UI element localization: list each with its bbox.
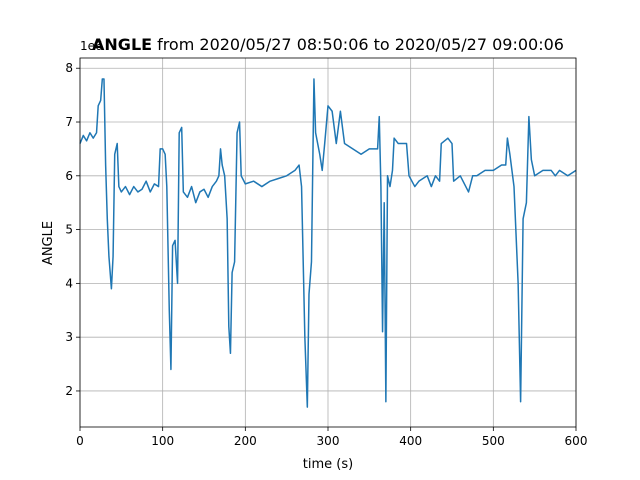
y-axis-label: ANGLE (41, 221, 56, 265)
x-tick-label: 400 (399, 434, 422, 448)
title-bold: ANGLE (92, 35, 152, 54)
title-rest: from 2020/05/27 08:50:06 to 2020/05/27 0… (157, 35, 564, 54)
axes-frame (79, 57, 577, 428)
y-tick-label: 6 (65, 169, 73, 183)
y-tick-label: 3 (65, 330, 73, 344)
x-tick-label: 300 (317, 434, 340, 448)
x-tick-label: 600 (565, 434, 588, 448)
x-tick-label: 500 (482, 434, 505, 448)
data-line (79, 78, 577, 408)
x-tick-label: 200 (234, 434, 257, 448)
chart-title: ANGLE from 2020/05/27 08:50:06 to 2020/05… (92, 35, 564, 54)
offset-text: 1e6 (80, 39, 103, 53)
x-tick-label: 100 (151, 434, 174, 448)
y-tick-label: 2 (65, 384, 73, 398)
y-tick-label: 8 (65, 61, 73, 75)
y-tick-label: 5 (65, 223, 73, 237)
y-tick-label: 7 (65, 115, 73, 129)
x-axis-label: time (s) (303, 457, 353, 472)
plot-area: 0 100 200 300 400 500 600 2 3 4 5 6 7 8 (65, 57, 588, 448)
x-tick-label: 0 (76, 434, 84, 448)
y-tick-label: 4 (65, 276, 73, 290)
